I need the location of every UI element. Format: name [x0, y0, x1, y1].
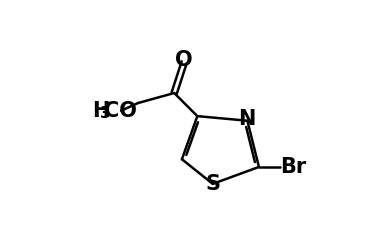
- Text: CO: CO: [104, 101, 137, 121]
- Text: 3: 3: [100, 106, 110, 121]
- Text: N: N: [238, 109, 255, 129]
- Text: O: O: [175, 50, 193, 70]
- Text: Br: Br: [280, 157, 307, 177]
- Text: H: H: [92, 101, 109, 121]
- Text: S: S: [205, 174, 220, 194]
